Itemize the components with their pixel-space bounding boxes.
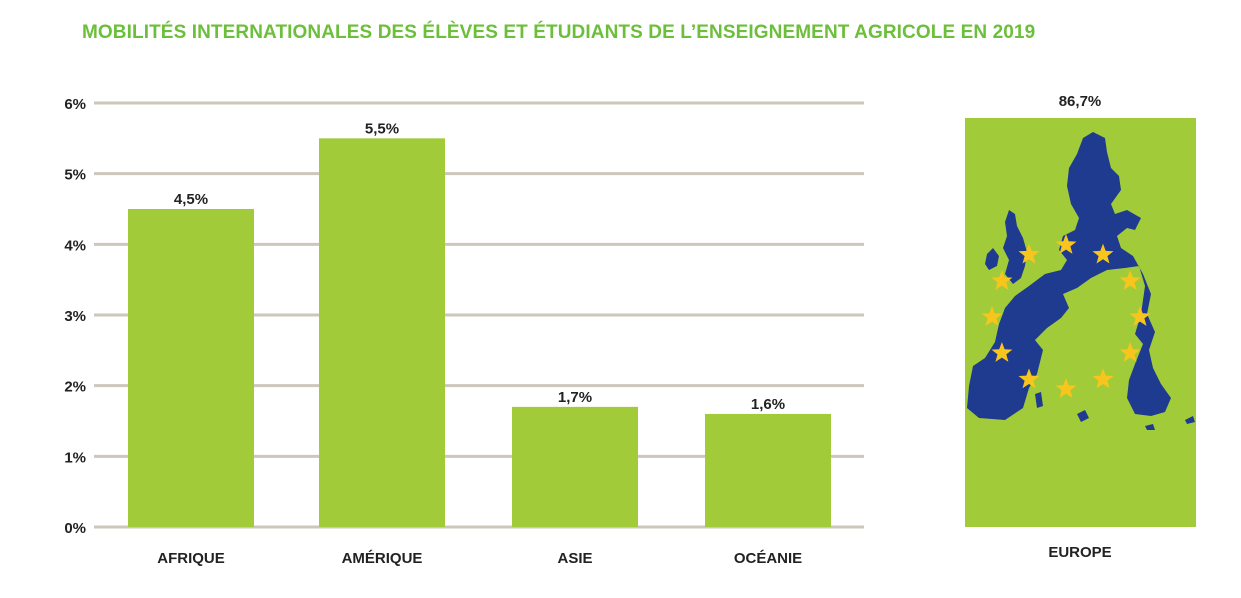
- category-label-europe: EUROPE: [1048, 544, 1111, 561]
- bars: [128, 138, 831, 528]
- category-label: ASIE: [557, 550, 592, 567]
- eu-stars: [981, 234, 1151, 398]
- star-icon: [991, 270, 1013, 290]
- category-labels: AFRIQUE AMÉRIQUE ASIE OCÉANIE: [157, 550, 802, 567]
- y-tick-label: 1%: [64, 449, 86, 466]
- value-label: 5,5%: [365, 120, 399, 137]
- y-tick-label: 3%: [64, 308, 86, 325]
- star-icon: [1055, 378, 1077, 398]
- y-tick-label: 4%: [64, 237, 86, 254]
- y-tick-label: 0%: [64, 520, 86, 537]
- europe-panel: 86,7% EUROPE: [965, 93, 1196, 561]
- value-label: 1,6%: [751, 396, 785, 413]
- bar-2: [512, 406, 638, 527]
- y-tick-label: 6%: [64, 96, 86, 113]
- star-icon: [1129, 306, 1151, 326]
- eu-map-with-stars-icon: [967, 132, 1195, 430]
- value-labels: 4,5% 5,5% 1,7% 1,6%: [174, 120, 785, 413]
- star-icon: [1092, 243, 1114, 264]
- category-label: OCÉANIE: [734, 550, 802, 567]
- bar-3: [705, 413, 831, 527]
- bar-0: [128, 209, 254, 527]
- star-icon: [1018, 243, 1040, 264]
- y-tick-label: 5%: [64, 167, 86, 184]
- value-label-europe: 86,7%: [1059, 93, 1102, 110]
- star-icon: [1055, 234, 1077, 254]
- star-icon: [1119, 342, 1141, 362]
- value-label: 4,5%: [174, 191, 208, 208]
- chart-title: MOBILITÉS INTERNATIONALES DES ÉLÈVES ET …: [82, 22, 1036, 43]
- bar-1: [319, 138, 445, 528]
- value-label: 1,7%: [558, 389, 592, 406]
- star-icon: [981, 306, 1003, 326]
- category-label: AFRIQUE: [157, 550, 225, 567]
- y-tick-label: 2%: [64, 379, 86, 396]
- europe-map-shape: [967, 132, 1171, 420]
- star-icon: [991, 342, 1013, 362]
- british-isles-shape: [985, 210, 1027, 284]
- category-label: AMÉRIQUE: [342, 550, 423, 567]
- star-icon: [1092, 368, 1114, 389]
- star-icon: [1018, 368, 1040, 389]
- star-icon: [1119, 270, 1141, 290]
- y-axis-ticks: 0% 1% 2% 3% 4% 5% 6%: [64, 96, 86, 537]
